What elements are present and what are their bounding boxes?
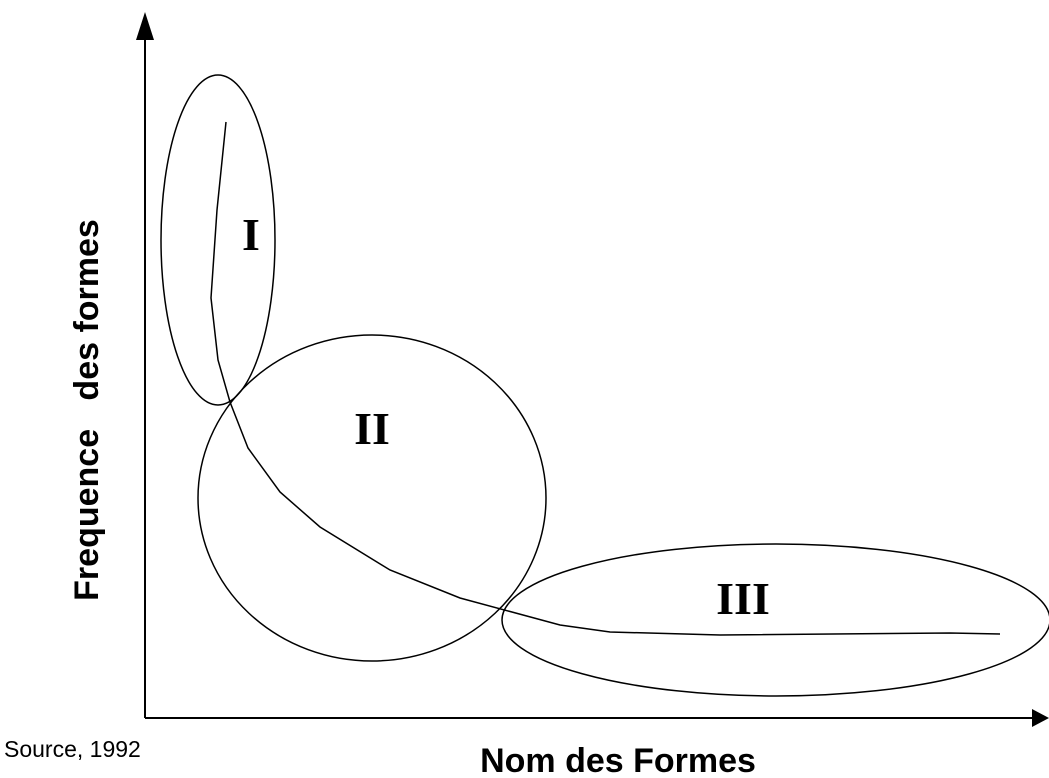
zone-label: II [354,403,390,454]
distribution-curve [210,121,1001,636]
source-note: Source, 1992 [4,736,141,762]
zone-ellipse [197,334,547,662]
zone-ellipse [501,543,1049,697]
y-axis-arrow [136,12,154,40]
y-axis-label: Frequence des formes [68,219,106,601]
x-axis-label: Nom des Formes [480,742,756,778]
x-axis-arrow [1032,709,1049,727]
zone-label: I [242,209,260,260]
zone-ellipse [160,74,276,406]
zone-label: III [716,573,770,624]
